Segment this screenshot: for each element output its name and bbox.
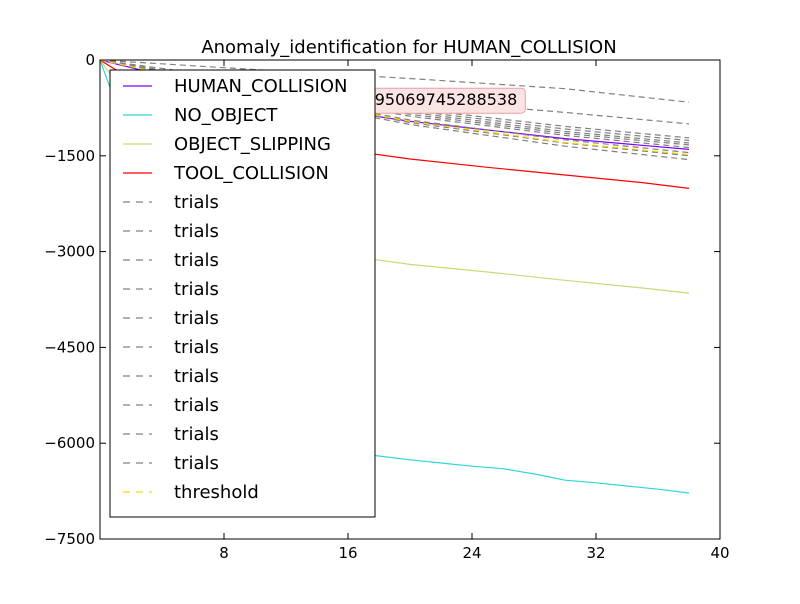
- series-line-4: [100, 60, 690, 103]
- y-tick-label: −1500: [44, 147, 95, 165]
- legend-label: TOOL_COLLISION: [173, 163, 329, 184]
- legend-label: trials: [174, 424, 219, 445]
- legend-frame: [109, 69, 376, 518]
- legend-label: trials: [174, 192, 219, 213]
- ticks-layer: 8 16 24 32 40 0 −1500 −3000 −4500 −6000 −7500: [44, 51, 729, 562]
- plot-frame: [99, 59, 721, 540]
- legend-label: trials: [174, 221, 219, 242]
- y-tick-label: −7500: [44, 530, 95, 548]
- legend-label: HUMAN_COLLISION: [174, 76, 348, 97]
- legend: HUMAN_COLLISION NO_OBJECT OBJECT_SLIPPING T…: [109, 69, 376, 518]
- legend-label: trials: [174, 366, 219, 387]
- legend-label: trials: [174, 337, 219, 358]
- x-tick-label: 16: [338, 544, 357, 562]
- x-tick-label: 24: [462, 544, 481, 562]
- y-tick-label: −4500: [44, 338, 95, 356]
- legend-label: threshold: [174, 482, 259, 503]
- legend-label: OBJECT_SLIPPING: [174, 134, 331, 155]
- x-tick-label: 40: [710, 544, 729, 562]
- chart-title: Anomaly_identification for HUMAN_COLLISI…: [201, 37, 616, 58]
- y-tick-label: −6000: [44, 434, 95, 452]
- x-tick-label: 8: [219, 544, 229, 562]
- y-tick-label: 0: [85, 51, 95, 69]
- legend-label: NO_OBJECT: [174, 105, 278, 126]
- legend-label: trials: [174, 250, 219, 271]
- legend-label: trials: [174, 308, 219, 329]
- legend-label: trials: [174, 453, 219, 474]
- legend-label: trials: [174, 395, 219, 416]
- y-tick-label: −3000: [44, 243, 95, 261]
- x-tick-label: 32: [586, 544, 605, 562]
- legend-label: trials: [174, 279, 219, 300]
